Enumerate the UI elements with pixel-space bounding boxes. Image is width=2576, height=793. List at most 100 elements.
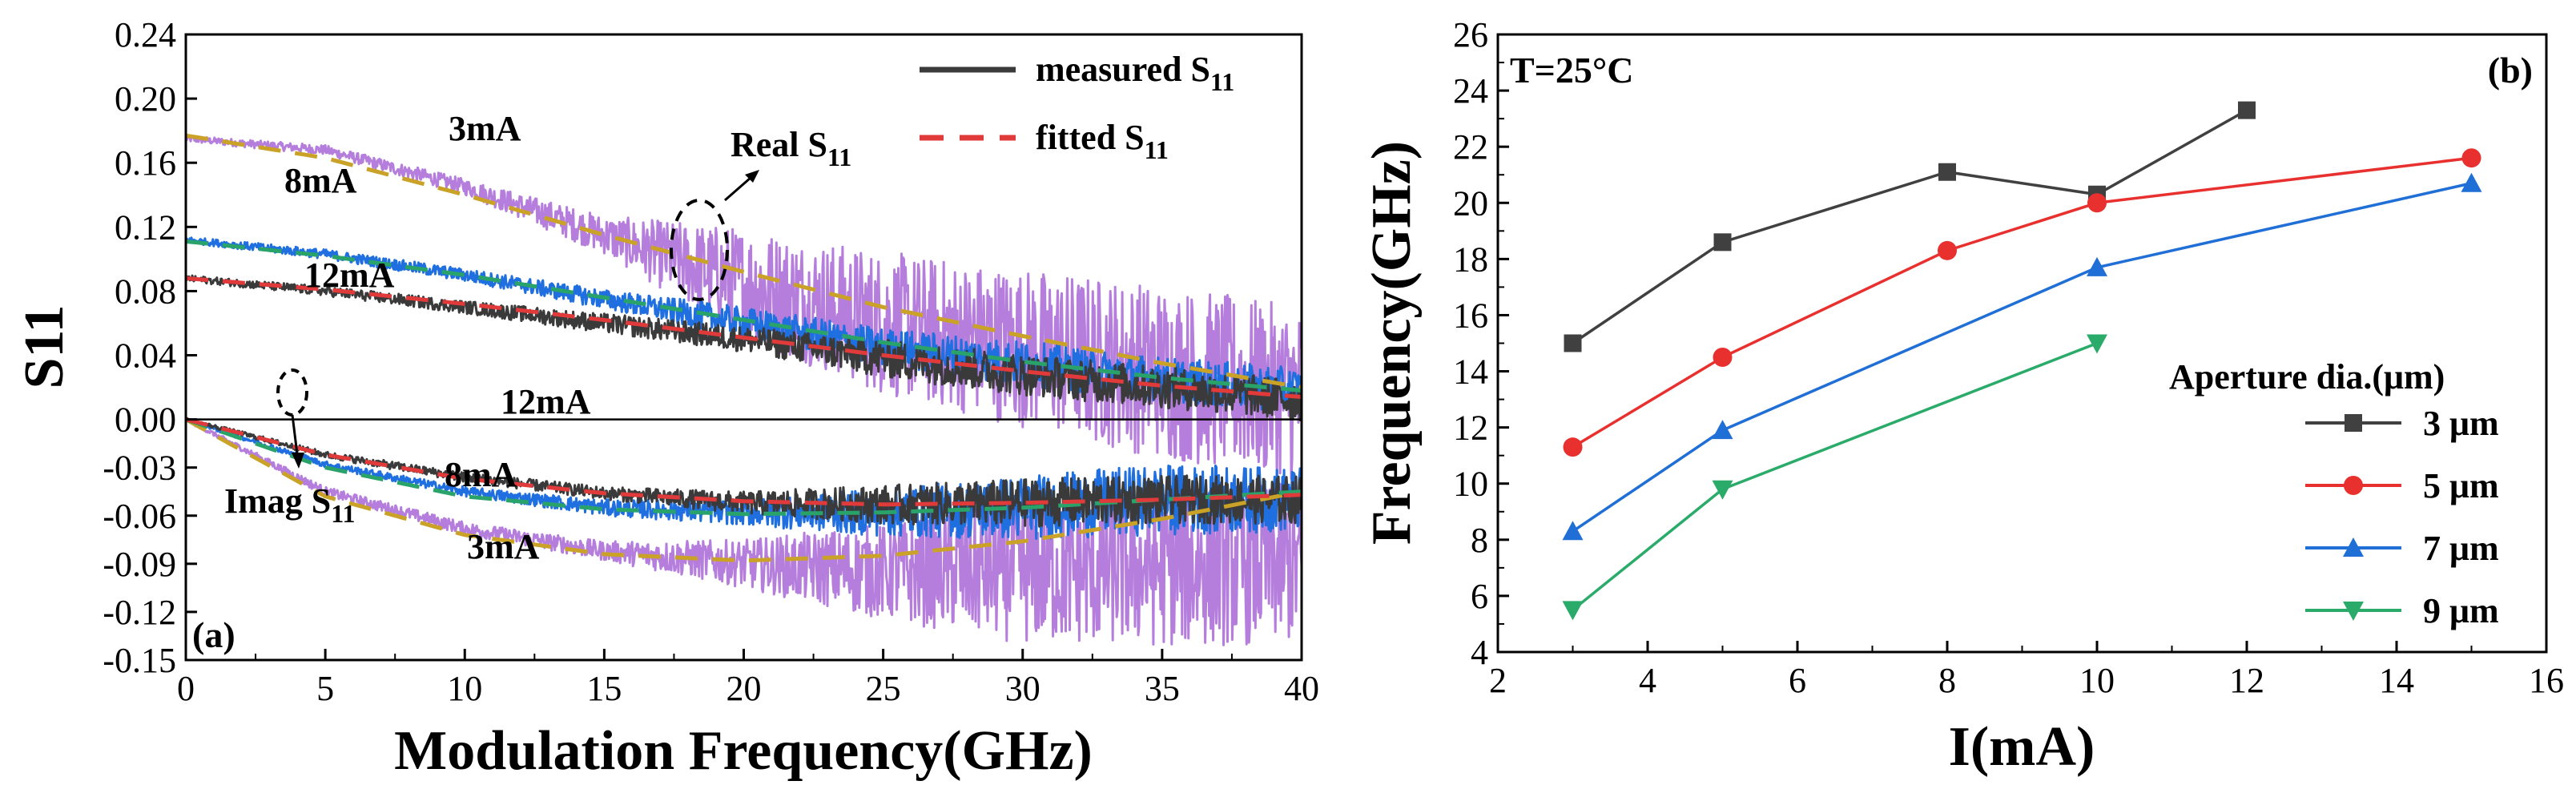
y-tick-label: 16 [1453,296,1488,335]
annotation-real-12mA: 12mA [304,256,395,295]
series-real-3mA-fitted [186,133,1302,390]
x-tick-label: 30 [1005,669,1040,708]
y-tick-label: 0.16 [115,143,176,183]
y-tick-label: 18 [1453,240,1488,279]
legend-label: 9 μm [2423,591,2499,630]
y-tick-label: -0.03 [103,449,176,488]
annotation-imag-12mA: 12mA [501,382,591,421]
legend-item: 7 μm [2305,529,2499,568]
annotation-real-3mA: 3mA [449,109,521,148]
legend-title-aperture: Aperture dia.(μm) [2169,357,2445,396]
data-point [1562,521,1584,541]
x-tick-label: 16 [2529,661,2564,700]
panel-b-label: (b) [2488,50,2533,91]
panel-b-series [1562,101,2482,621]
x-tick-label: 12 [2229,661,2264,700]
legend-measured-label: measured S11 [1036,50,1234,96]
data-point [1712,420,1733,440]
x-tick-label: 6 [1789,661,1806,700]
series-line [1572,156,2472,449]
y-tick-label: 0.04 [115,336,176,376]
series-imag-3mA-fitted [186,417,1302,563]
x-tick-label: 20 [727,669,762,708]
legend-label: 5 μm [2423,466,2499,505]
series-aperture-2 [1563,148,2481,457]
data-point [1712,480,1733,500]
y-tick-label: -0.06 [103,497,176,536]
panel-a-y-ticks: 0.24 0.20 0.16 0.12 0.08 0.04 0.00 -0.03 -0.06 -0… [103,15,197,680]
imag-s11-arrowhead [292,453,304,469]
x-tick-label: 0 [177,669,195,708]
series-aperture-1 [1564,101,2256,352]
annotation-imag-3mA: 3mA [467,527,540,566]
x-tick-label: 2 [1489,661,1507,700]
y-tick-label: 0.08 [115,272,176,311]
x-tick-label: 14 [2379,661,2414,700]
data-point [2087,193,2107,213]
series-real-8mA-fitted [186,239,1302,393]
series-aperture-3 [1562,172,2482,541]
y-tick-label: 0.12 [115,207,176,247]
data-point [2461,148,2481,168]
x-tick-label: 40 [1284,669,1319,708]
panel-b-y-ticks: 4 6 8 10 12 14 16 18 20 22 24 26 [1453,15,1509,672]
data-point [1938,240,1957,260]
y-tick-label: 0.20 [115,79,176,119]
series-line [1572,109,2248,344]
data-point [1713,233,1732,252]
y-tick-label: 0.24 [115,15,176,54]
y-tick-label: 4 [1471,633,1488,672]
panel-a-x-ticks: 0 5 10 15 20 25 30 35 40 [177,649,1319,708]
data-point [1563,437,1583,457]
real-s11-arrowhead [745,170,759,183]
y-tick-label: -0.15 [103,641,176,680]
series-imag-8mA-measured [186,417,1302,540]
y-tick-label: -0.12 [103,593,176,632]
series-real-12mA-fitted [186,276,1302,400]
svg-text:Real S11: Real S11 [731,125,851,171]
series-aperture-4 [1562,334,2107,621]
y-tick-label: 24 [1453,71,1488,111]
real-s11-ellipse [670,199,729,301]
x-tick-label: 10 [447,669,482,708]
data-point [2238,101,2256,119]
panel-a-legend: measured S11 fitted S11 [920,50,1234,164]
series-line [1572,182,2472,533]
y-tick-label: 8 [1471,521,1488,560]
y-tick-label: -0.09 [103,545,176,584]
x-tick-label: 5 [316,669,334,708]
legend-marker [2343,537,2364,557]
panel-b-legend: Aperture dia.(μm) 3 μm 5 μm 7 μm 9 μm [2169,357,2499,630]
data-point [2087,334,2107,354]
panel-a-s11-chart: 0 5 10 15 20 25 30 35 40 0.24 0.20 0.16 0.12 0.08 0.0… [14,15,1319,782]
legend-item: 3 μm [2305,404,2499,443]
y-tick-label: 10 [1453,465,1488,504]
legend-item: 5 μm [2305,466,2499,505]
imag-s11-ellipse [276,368,308,417]
x-tick-label: 4 [1639,661,1656,700]
svg-text:Imag S11: Imag S11 [224,481,355,528]
x-tick-label: 35 [1145,669,1180,708]
y-tick-label: 12 [1453,409,1488,448]
panel-b-y-axis-title: Frequency(GHz) [1361,141,1423,545]
y-tick-label: 26 [1453,15,1488,54]
legend-label: 3 μm [2423,404,2499,443]
legend-marker [2343,602,2364,621]
y-tick-label: 0.00 [115,401,176,440]
panel-b-legend-items: 3 μm 5 μm 7 μm 9 μm [2305,404,2499,630]
x-tick-label: 15 [586,669,622,708]
panel-a-label: (a) [192,614,235,655]
annotation-imag-s11: Imag S11 [224,368,355,528]
panel-b-x-ticks: 2 4 6 8 10 12 14 16 [1489,641,2564,700]
panel-b-frame [1496,33,2548,654]
series-imag-3mA-measured [186,417,1302,646]
annotation-real-8mA: 8mA [284,161,357,200]
x-tick-label: 25 [866,669,901,708]
annotation-real-s11: Real S11 [670,125,851,301]
series-imag-12mA-fitted [186,417,1302,507]
y-tick-label: 14 [1453,352,1488,392]
legend-item: 9 μm [2305,591,2499,630]
data-point [2461,172,2482,192]
